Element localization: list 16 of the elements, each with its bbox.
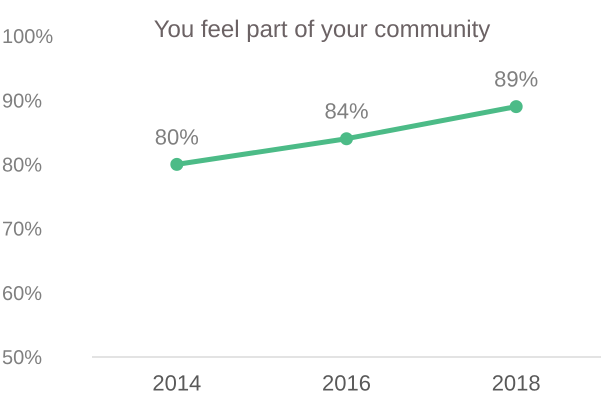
data-label: 80% — [154, 124, 199, 150]
data-label: 89% — [494, 66, 538, 92]
chart-title: You feel part of your community — [152, 16, 492, 44]
point — [340, 132, 353, 146]
y-tick-label: 100% — [2, 26, 54, 48]
y-tick-label: 90% — [2, 90, 42, 112]
x-tick-label: 2018 — [492, 370, 541, 396]
y-tick-label: 70% — [2, 218, 42, 241]
x-tick-label: 2014 — [152, 370, 202, 396]
y-tick-label: 60% — [2, 282, 42, 305]
x-tick-label: 2016 — [322, 370, 371, 396]
y-tick-label: 50% — [2, 347, 42, 370]
point — [510, 100, 523, 114]
data-label: 84% — [324, 98, 369, 124]
point — [170, 158, 184, 171]
y-tick-label: 80% — [2, 154, 42, 176]
